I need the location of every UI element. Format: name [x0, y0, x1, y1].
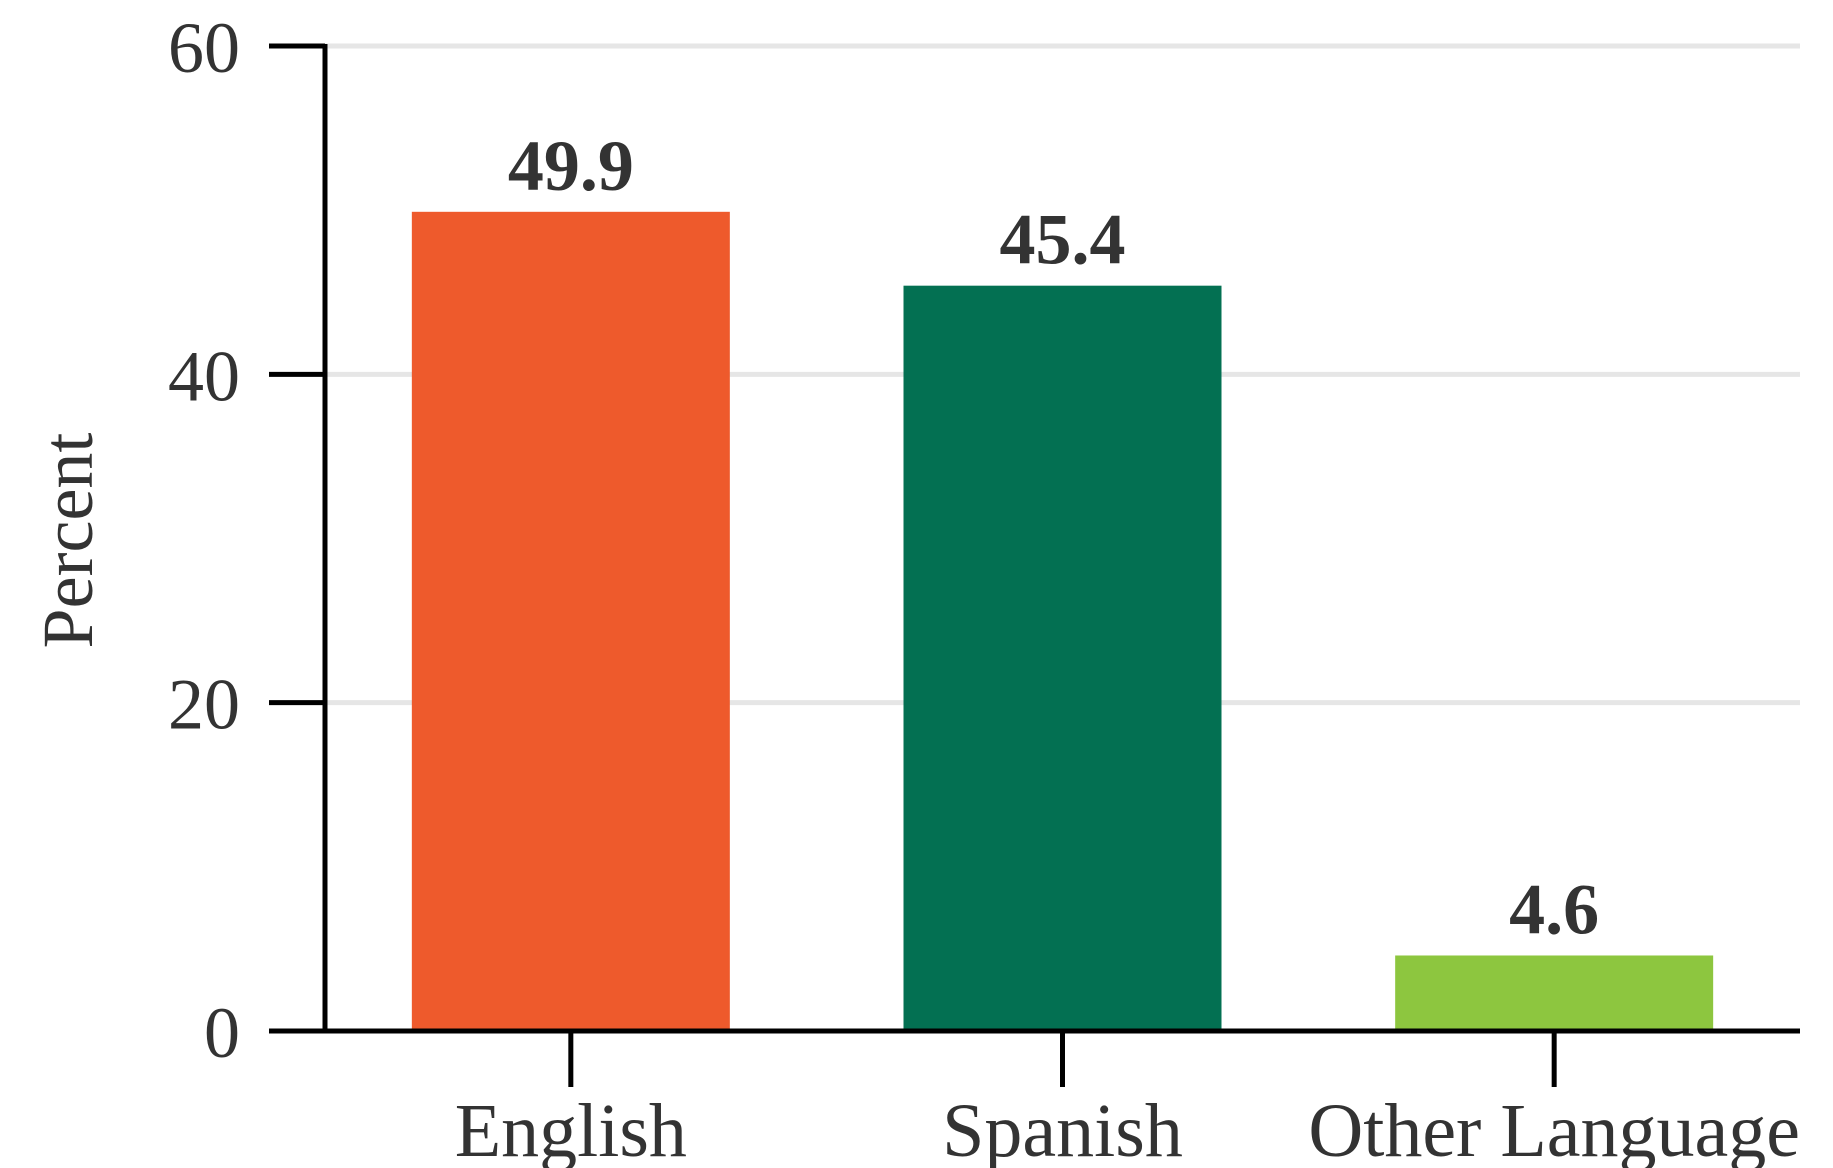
bar-english: [411, 211, 730, 1031]
x-tick-label: Spanish: [942, 1089, 1183, 1168]
value-label: 49.9: [508, 126, 634, 206]
bars: [411, 211, 1714, 1031]
y-tick-label: 60: [168, 8, 240, 88]
y-tick-label: 0: [204, 993, 240, 1073]
y-tick-label: 20: [168, 665, 240, 745]
bar-other-language: [1395, 955, 1714, 1031]
value-labels: 49.9 45.4 4.6: [508, 126, 1599, 950]
x-tick-label: Other Language: [1308, 1089, 1800, 1168]
value-label: 4.6: [1509, 869, 1599, 949]
bar-spanish: [903, 285, 1222, 1031]
y-tick-label: 40: [168, 336, 240, 416]
axes: [269, 44, 1800, 1034]
y-axis-title: Percent: [28, 433, 108, 649]
x-ticks: English Spanish Other Language: [455, 1031, 1800, 1168]
x-tick-label: English: [455, 1089, 687, 1168]
y-ticks: 0 20 40 60: [168, 8, 325, 1073]
value-label: 45.4: [1000, 200, 1126, 280]
